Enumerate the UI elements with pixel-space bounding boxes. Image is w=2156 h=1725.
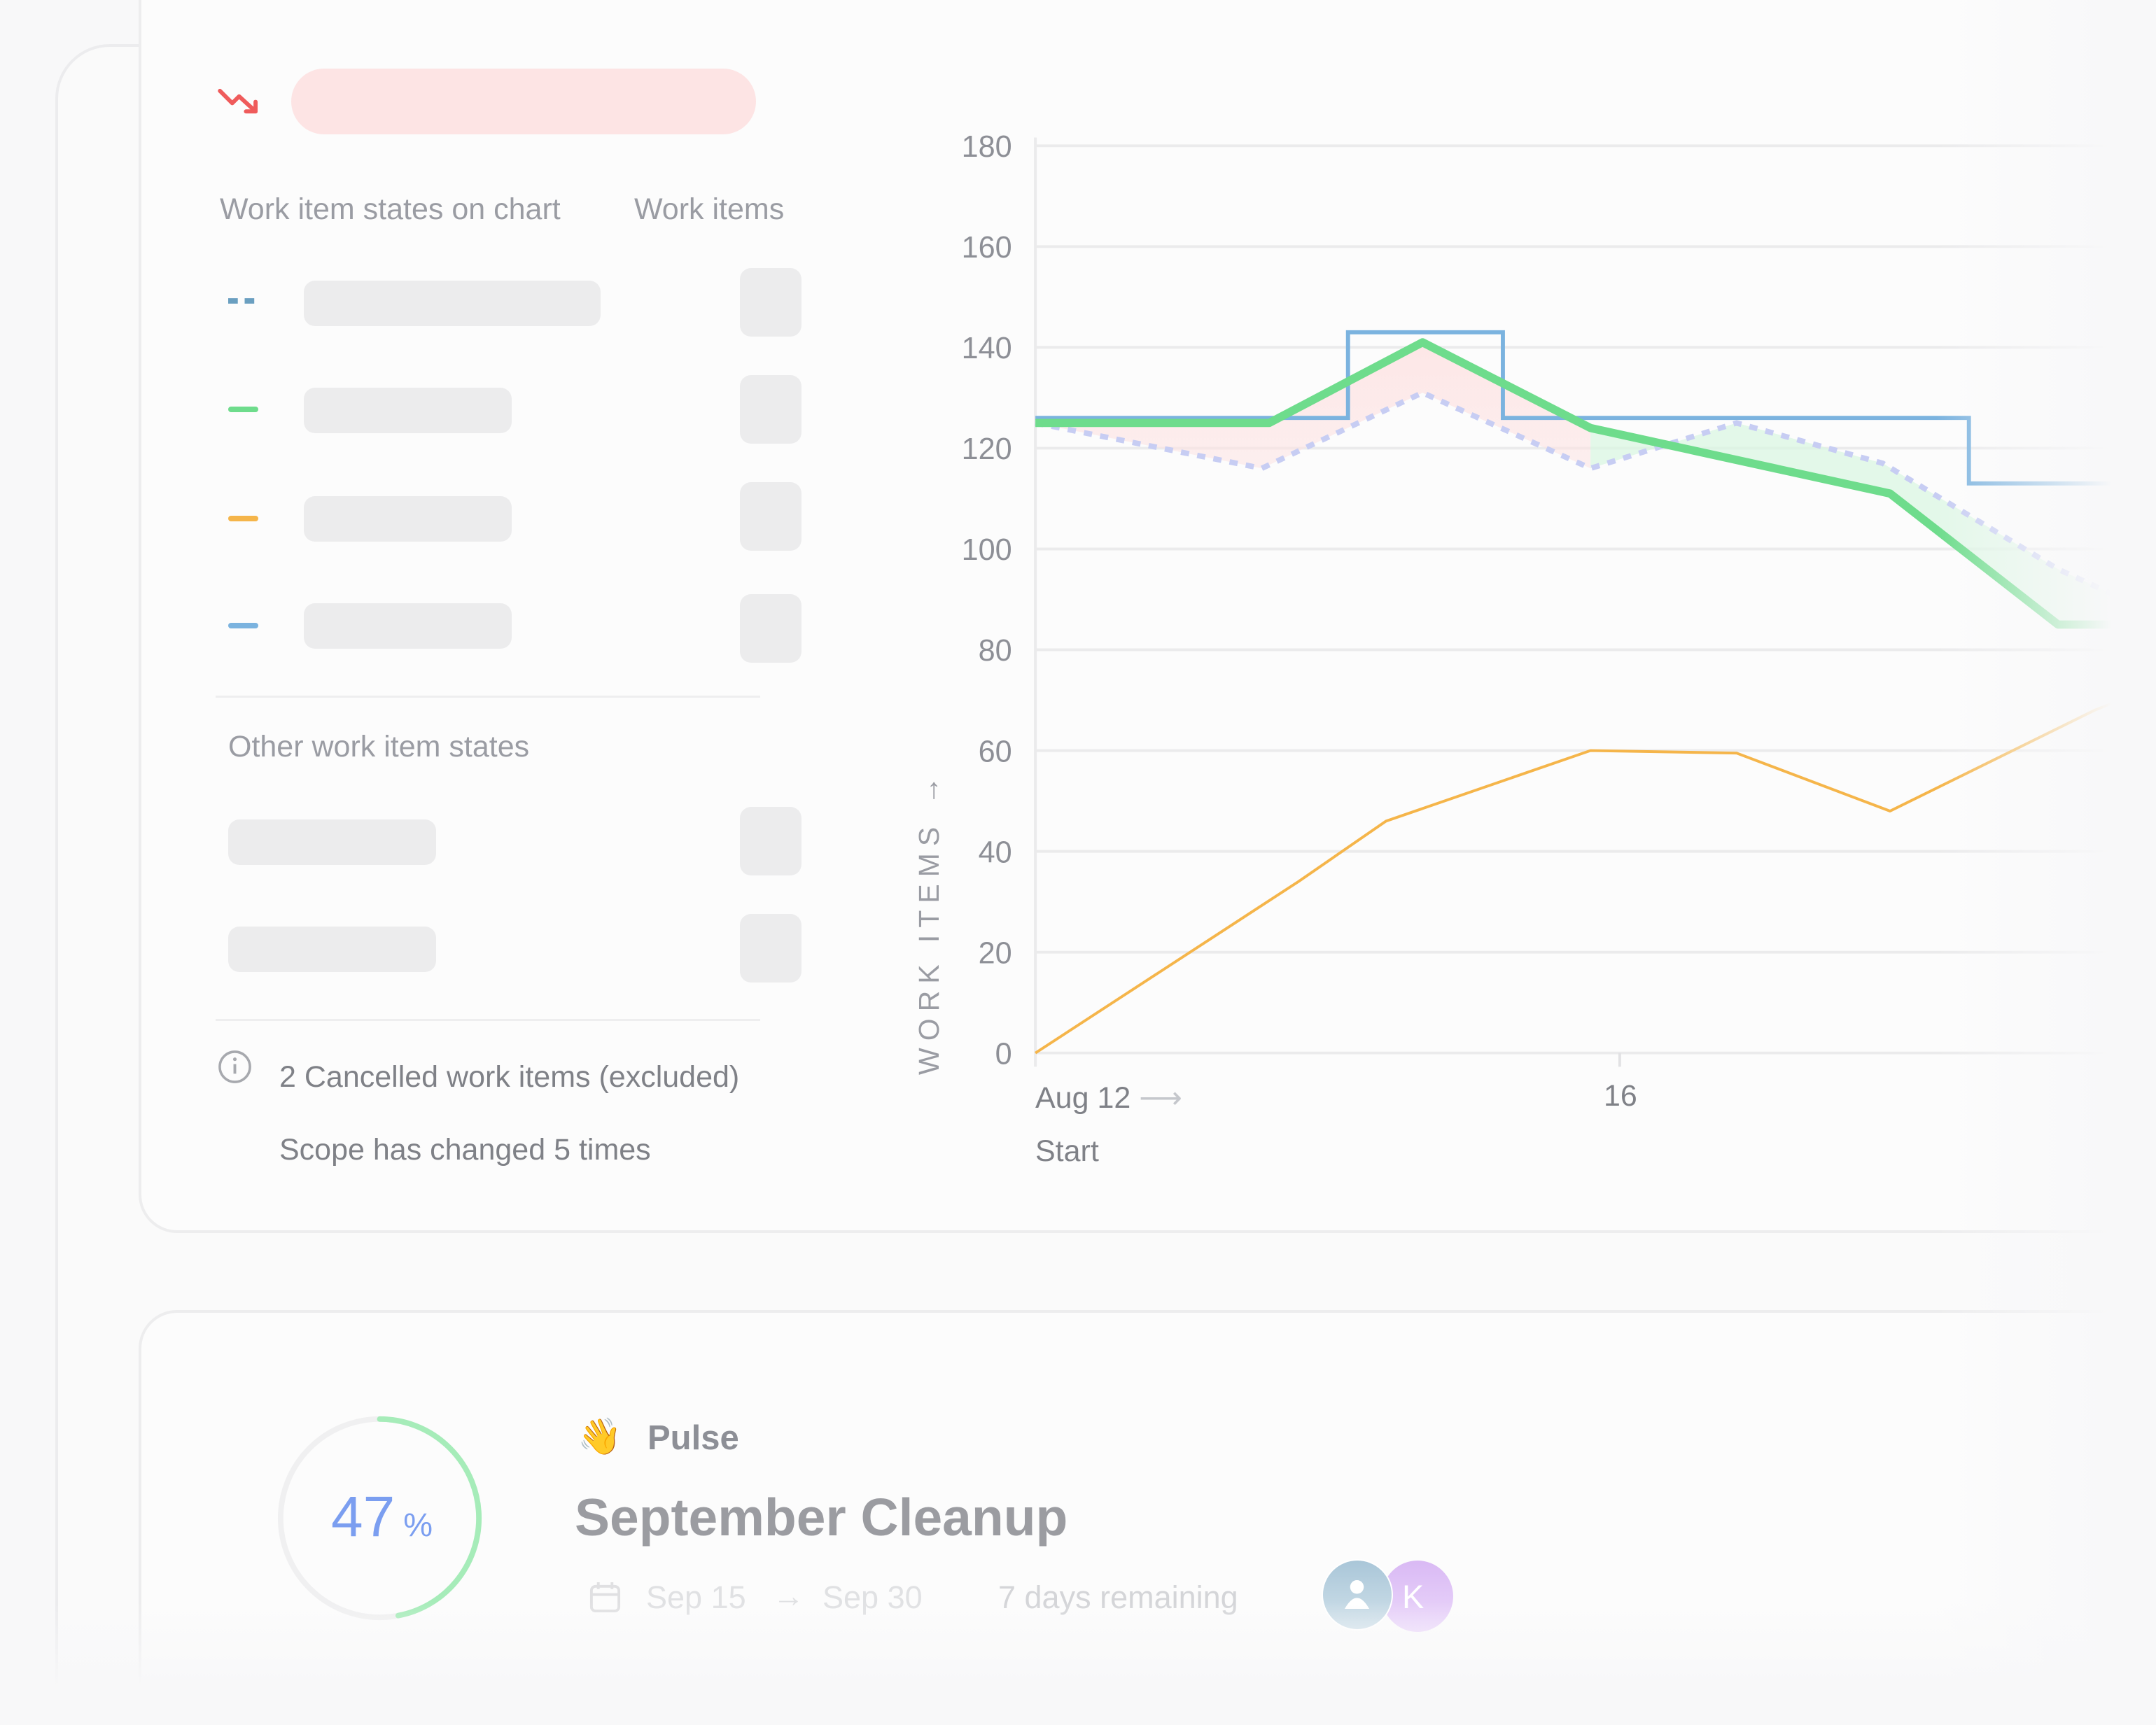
count-placeholder bbox=[740, 594, 802, 663]
waving-hand-icon: 👋 bbox=[578, 1416, 622, 1456]
pulse-label: Pulse bbox=[648, 1419, 739, 1457]
y-tick-label: 160 bbox=[962, 231, 1012, 265]
arrow-right-icon: ⟶ bbox=[1139, 1081, 1182, 1115]
work-items-header: Work items bbox=[634, 192, 785, 226]
divider bbox=[216, 1019, 760, 1021]
cancelled-note: 2 Cancelled work items (excluded) bbox=[279, 1060, 740, 1094]
orange-line-swatch bbox=[228, 516, 258, 521]
status-pill bbox=[291, 69, 756, 134]
edge-fade bbox=[1936, 0, 2156, 1725]
arrow-up-icon: → bbox=[913, 776, 945, 805]
trend-down-icon bbox=[218, 88, 258, 114]
count-placeholder bbox=[740, 914, 802, 983]
state-name-placeholder bbox=[228, 819, 436, 865]
states-header: Work item states on chart bbox=[220, 192, 561, 226]
progress-value: 47% bbox=[331, 1484, 433, 1550]
cycle-title[interactable]: September Cleanup bbox=[575, 1488, 1068, 1547]
green-line-swatch bbox=[228, 407, 258, 412]
y-tick-label: 60 bbox=[979, 735, 1012, 768]
divider bbox=[216, 696, 760, 698]
y-axis-label: WORK ITEMS → bbox=[913, 776, 946, 1075]
y-tick-label: 20 bbox=[979, 936, 1012, 970]
count-placeholder bbox=[740, 268, 802, 337]
y-tick-label: 180 bbox=[962, 130, 1012, 164]
y-tick-label: 120 bbox=[962, 432, 1012, 466]
count-placeholder bbox=[740, 807, 802, 875]
y-axis-label-text: WORK ITEMS bbox=[913, 819, 945, 1075]
info-icon[interactable] bbox=[217, 1049, 253, 1085]
burndown-chart: 0 20 40 60 80 100 120 140 160 180 bbox=[962, 130, 2156, 1071]
x-tick-start: Aug 12 ⟶ bbox=[1035, 1080, 1182, 1115]
state-name-placeholder bbox=[304, 603, 512, 649]
x-tick-label: Aug 12 bbox=[1035, 1081, 1131, 1115]
state-name-placeholder bbox=[304, 388, 512, 433]
x-tick-label: 16 bbox=[1604, 1079, 1637, 1113]
y-tick-label: 100 bbox=[962, 533, 1012, 567]
y-tick-label: 80 bbox=[979, 634, 1012, 668]
count-placeholder bbox=[740, 375, 802, 444]
scope-gap-area bbox=[1035, 342, 1591, 469]
other-states-header: Other work item states bbox=[228, 730, 530, 763]
y-tick-label: 0 bbox=[995, 1037, 1012, 1071]
state-name-placeholder bbox=[304, 496, 512, 542]
state-name-placeholder bbox=[228, 927, 436, 972]
progress-number: 47 bbox=[331, 1485, 396, 1549]
scope-note: Scope has changed 5 times bbox=[279, 1133, 651, 1167]
state-name-placeholder bbox=[304, 281, 601, 326]
edge-fade bbox=[0, 1601, 2156, 1725]
y-tick-label: 40 bbox=[979, 836, 1012, 869]
blue-line-swatch bbox=[228, 623, 258, 628]
count-placeholder bbox=[740, 482, 802, 551]
dashed-line-swatch bbox=[228, 298, 261, 304]
percent-sign: % bbox=[403, 1506, 433, 1543]
y-tick-label: 140 bbox=[962, 332, 1012, 365]
start-label: Start bbox=[1035, 1134, 1099, 1168]
